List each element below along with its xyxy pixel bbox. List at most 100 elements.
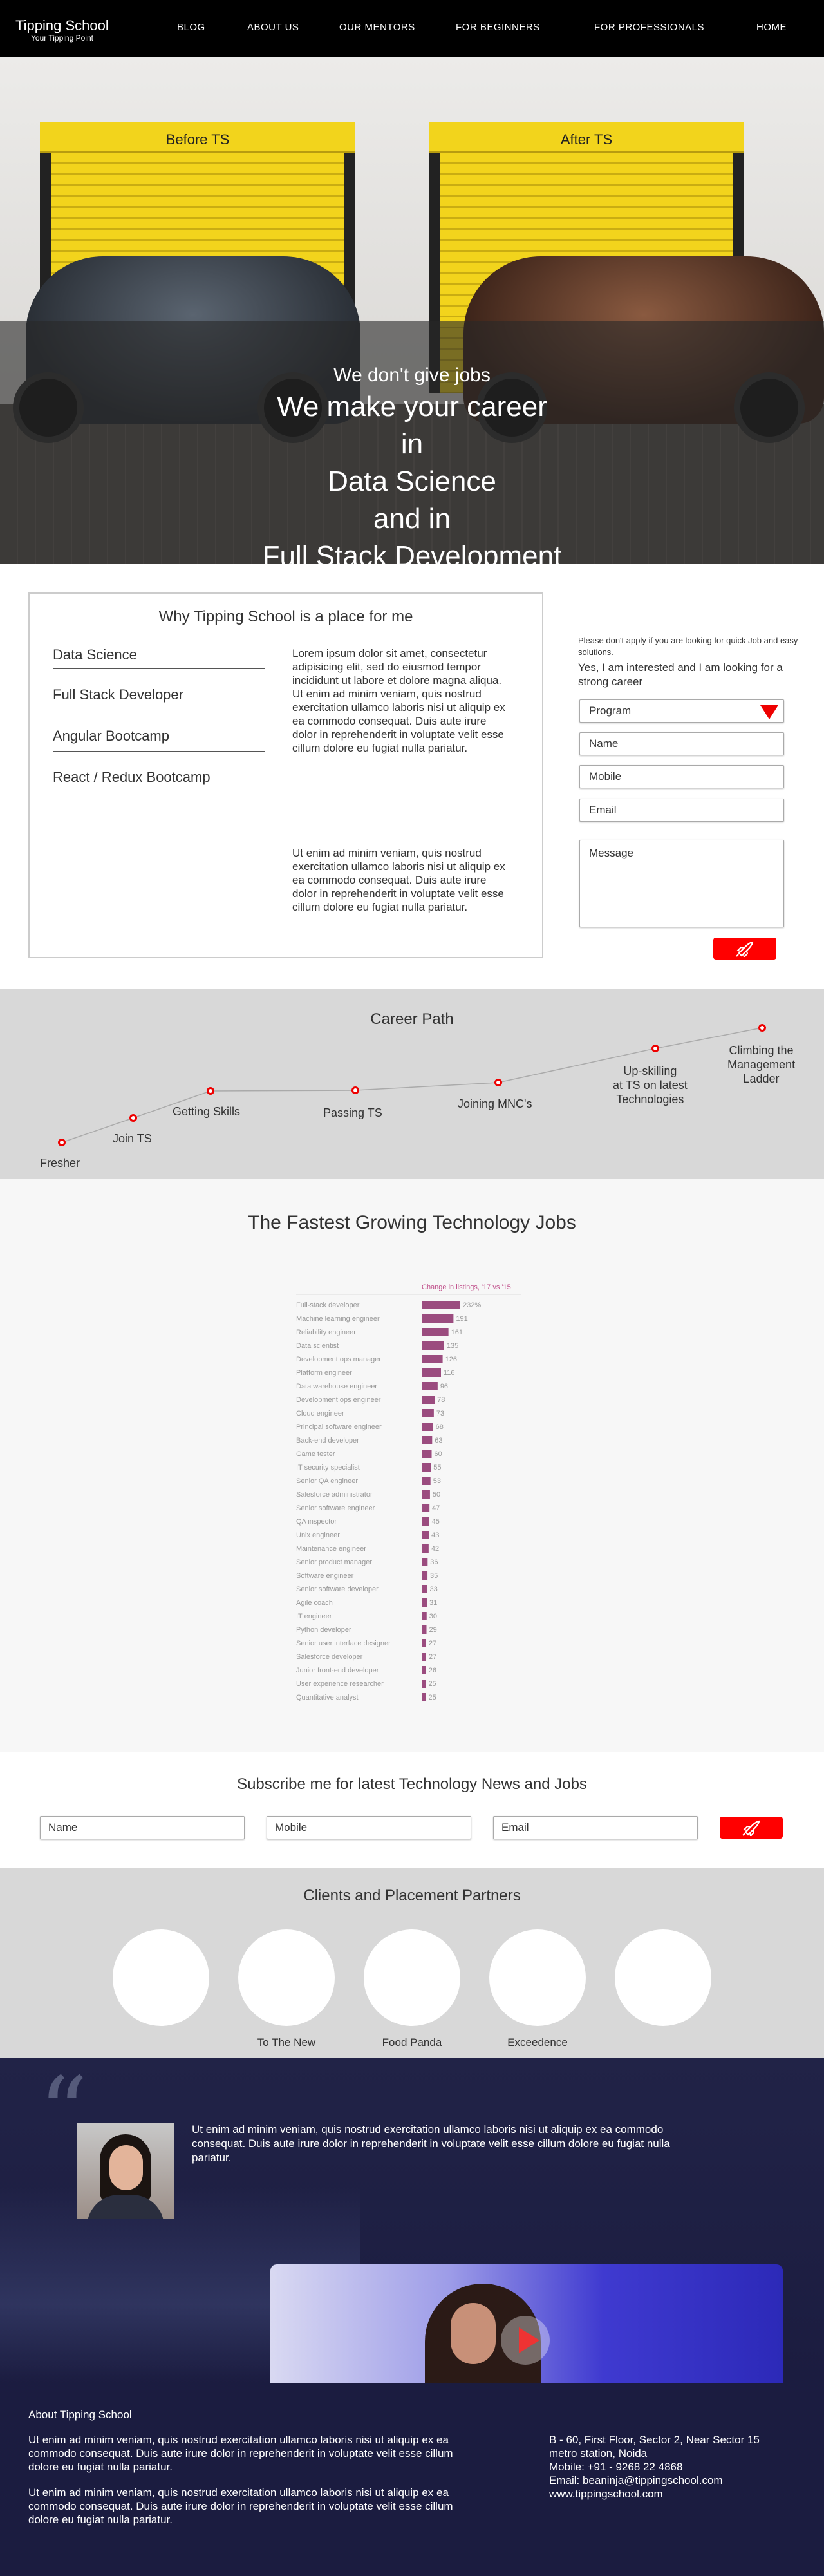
chart-category-label: Quantitative analyst [296, 1694, 359, 1701]
subscribe-name-input[interactable] [40, 1816, 245, 1839]
chart-bar [422, 1409, 434, 1417]
brand-logo[interactable]: Tipping School Your Tipping Point [15, 18, 109, 43]
client-logo-3[interactable] [364, 1929, 460, 2026]
chart-bar [422, 1598, 427, 1607]
message-input[interactable] [579, 840, 784, 927]
footer-website-link[interactable]: www.tippingschool.com [549, 2488, 663, 2500]
nav-for-professionals[interactable]: FOR PROFESSIONALS [594, 22, 705, 33]
chart-bar [422, 1531, 429, 1539]
client-logo-1[interactable] [113, 1929, 209, 2026]
program-select-value: Program [589, 705, 632, 717]
jobs-section-title: The Fastest Growing Technology Jobs [248, 1212, 576, 1233]
why-tipping-school-box: Why Tipping School is a place for me Dat… [28, 592, 543, 958]
chart-category-label: Senior software developer [296, 1586, 379, 1593]
nav-our-mentors[interactable]: OUR MENTORS [339, 22, 415, 33]
chart-value-label: 31 [429, 1599, 437, 1607]
chart-bar [422, 1544, 429, 1553]
chart-value-label: 25 [428, 1680, 436, 1688]
subscribe-email-input[interactable] [493, 1816, 698, 1839]
chart-bar [422, 1341, 444, 1350]
nav-about-us[interactable]: ABOUT US [247, 22, 299, 33]
testimonial-video[interactable] [270, 2264, 783, 2383]
client-logo-4[interactable] [489, 1929, 586, 2026]
client-label-food-panda: Food Panda [382, 2036, 442, 2049]
career-dot-management [758, 1024, 766, 1032]
chart-category-label: Salesforce administrator [296, 1491, 373, 1499]
chart-value-label: 35 [430, 1572, 438, 1580]
client-logo-5[interactable] [615, 1929, 711, 2026]
chart-value-label: 161 [451, 1329, 463, 1336]
chart-category-label: Development ops engineer [296, 1396, 381, 1404]
course-angular[interactable]: Angular Bootcamp [53, 728, 169, 744]
hero-headline: We don't give jobs We make your career i… [0, 363, 824, 564]
hero-line-2: We make your career [277, 391, 547, 422]
chart-category-label: Maintenance engineer [296, 1545, 366, 1553]
chart-category-label: Platform engineer [296, 1369, 352, 1377]
subscribe-mobile-input[interactable] [267, 1816, 471, 1839]
footer-paragraph-1: Ut enim ad minim veniam, quis nostrud ex… [28, 2434, 453, 2473]
nav-blog[interactable]: BLOG [177, 22, 205, 33]
chart-category-label: Back-end developer [296, 1437, 359, 1444]
footer-email-link[interactable]: Email: beaninja@tippingschool.com [549, 2474, 723, 2486]
rocket-icon [742, 1820, 760, 1836]
footer-address-line-2: metro station, Noida [549, 2447, 648, 2459]
dropdown-arrow-icon[interactable] [760, 705, 778, 719]
why-paragraph-1: Lorem ipsum dolor sit amet, consectetur … [292, 647, 505, 754]
chart-category-label: Senior software engineer [296, 1504, 375, 1512]
chart-bar [422, 1558, 428, 1566]
chart-category-label: Salesforce developer [296, 1653, 363, 1661]
hero-line-4: Data Science [328, 466, 496, 497]
chart-value-label: 68 [436, 1423, 444, 1431]
chart-bar [422, 1450, 432, 1458]
chart-category-label: Reliability engineer [296, 1329, 356, 1336]
chart-bar [422, 1653, 426, 1661]
client-logo-2[interactable] [238, 1929, 335, 2026]
chart-value-label: 43 [431, 1531, 439, 1539]
rocket-icon [736, 941, 754, 957]
chart-bar [422, 1585, 427, 1593]
chart-bar [422, 1639, 426, 1647]
chart-category-label: Senior product manager [296, 1558, 372, 1566]
subscribe-submit-button[interactable] [720, 1817, 783, 1839]
chart-category-label: Data warehouse engineer [296, 1383, 377, 1390]
chart-category-label: Senior user interface designer [296, 1640, 391, 1647]
career-dot-fresher [58, 1139, 66, 1146]
chart-category-label: Agile coach [296, 1599, 333, 1607]
chart-category-label: QA inspector [296, 1518, 337, 1526]
career-dot-getting-skills [207, 1087, 214, 1095]
footer-paragraph-2: Ut enim ad minim veniam, quis nostrud ex… [28, 2486, 453, 2526]
chart-category-label: Full-stack developer [296, 1302, 360, 1309]
chart-value-label: 45 [432, 1518, 440, 1526]
chart-category-label: Data scientist [296, 1342, 339, 1350]
course-full-stack[interactable]: Full Stack Developer [53, 687, 183, 703]
course-react-redux[interactable]: React / Redux Bootcamp [53, 769, 211, 785]
chart-bar [422, 1666, 426, 1674]
hero-line-1: We don't give jobs [333, 365, 491, 386]
chart-bar [422, 1436, 433, 1444]
chart-value-label: 33 [430, 1586, 438, 1593]
mobile-input[interactable] [579, 765, 784, 788]
chart-value-label: 47 [432, 1504, 440, 1512]
email-input[interactable] [579, 799, 784, 822]
nav-for-beginners[interactable]: FOR BEGINNERS [456, 22, 540, 33]
play-button[interactable] [501, 2316, 550, 2365]
program-select[interactable]: Program [579, 699, 784, 723]
career-dot-join-ts [129, 1114, 137, 1122]
chart-bar [422, 1463, 431, 1472]
garage-before-label: Before TS [165, 131, 230, 147]
chart-value-label: 50 [433, 1491, 440, 1499]
course-data-science[interactable]: Data Science [53, 647, 137, 663]
chart-bar [422, 1680, 426, 1688]
career-step-passing-ts: Passing TS [323, 1106, 382, 1119]
client-label-exceedence: Exceedence [507, 2036, 568, 2049]
why-title: Why Tipping School is a place for me [158, 608, 413, 625]
play-icon [519, 2327, 539, 2353]
chart-value-label: 232% [463, 1302, 481, 1309]
nav-home[interactable]: HOME [756, 22, 787, 33]
chart-bar [422, 1693, 426, 1701]
name-input[interactable] [579, 732, 784, 755]
chart-value-label: 96 [440, 1383, 448, 1390]
chart-value-label: 135 [447, 1342, 458, 1350]
garage-after-label: After TS [560, 131, 613, 147]
apply-submit-button[interactable] [713, 938, 776, 960]
